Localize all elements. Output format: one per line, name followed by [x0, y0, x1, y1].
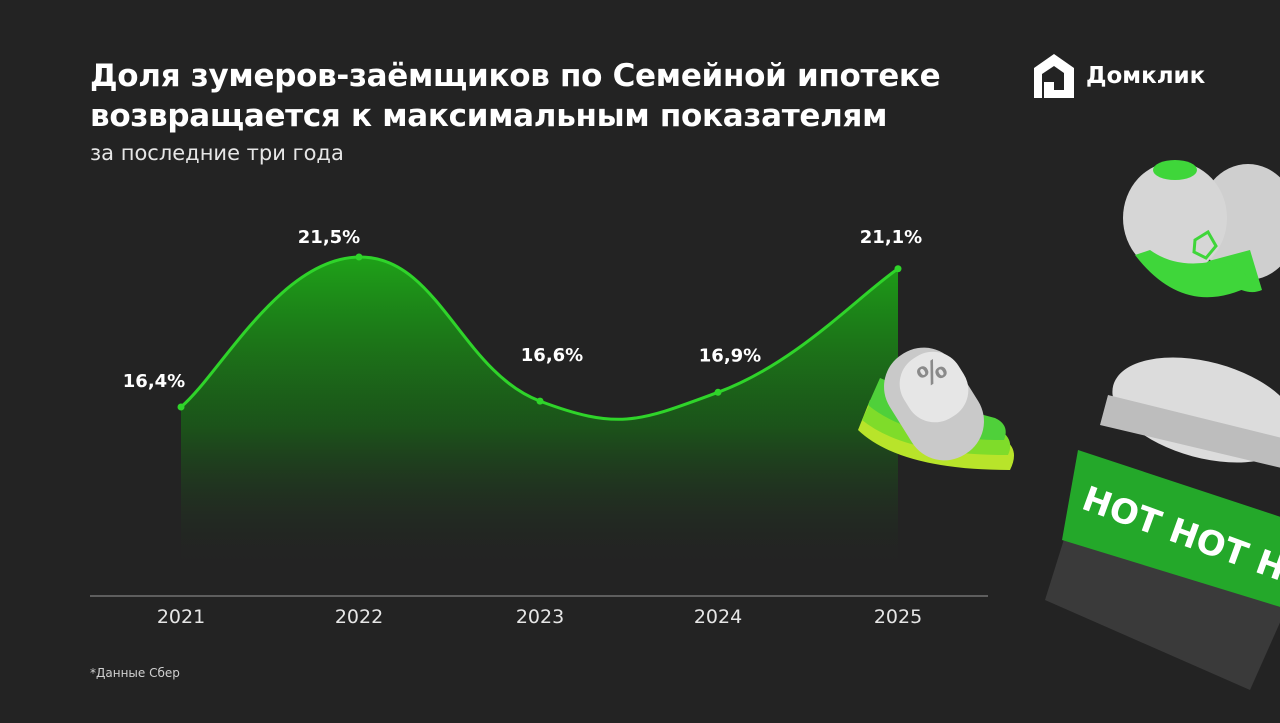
data-label-2025: 21,1% — [860, 227, 922, 248]
data-label-2024: 16,9% — [699, 345, 761, 366]
chart-title: Доля зумеров-заёмщиков по Семейной ипоте… — [90, 56, 941, 136]
series-line — [180, 255, 899, 421]
data-label-2021: 16,4% — [123, 371, 185, 392]
title-line-1: Доля зумеров-заёмщиков по Семейной ипоте… — [90, 58, 941, 94]
data-label-2022: 21,5% — [298, 227, 360, 248]
chart-subtitle: за последние три года — [90, 141, 344, 165]
x-tick-label-2025: 2025 — [874, 606, 922, 628]
data-point-2025 — [894, 265, 902, 273]
data-point-2023 — [536, 397, 544, 405]
x-tick-label-2023: 2023 — [516, 606, 564, 628]
house-logo-icon — [1034, 54, 1074, 98]
title-line-2: возвращается к максимальным показателям — [90, 98, 888, 134]
x-tick-label-2024: 2024 — [694, 606, 742, 628]
footnote: *Данные Сбер — [90, 666, 180, 680]
brand-logo: Домклик — [1032, 52, 1205, 100]
baseball-cap-icon — [1123, 160, 1280, 298]
data-point-2024 — [714, 388, 722, 396]
x-tick-label-2022: 2022 — [335, 606, 383, 628]
coffee-cup-icon: HOT HOT HOT — [1045, 357, 1280, 690]
area-fill — [181, 256, 898, 566]
x-tick-label-2021: 2021 — [157, 606, 205, 628]
data-label-2023: 16,6% — [521, 345, 583, 366]
brand-name: Домклик — [1086, 63, 1206, 89]
percent-badge-icon: % — [858, 347, 1014, 470]
data-point-2021 — [177, 403, 185, 411]
data-point-2022 — [355, 253, 363, 261]
